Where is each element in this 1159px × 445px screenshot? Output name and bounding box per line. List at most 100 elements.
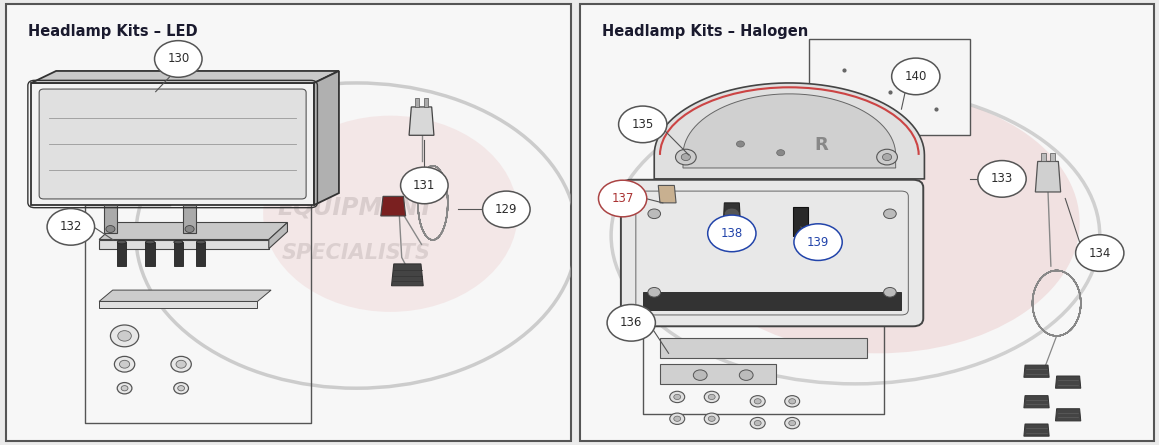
Text: SPECIALISTS: SPECIALISTS: [735, 243, 884, 263]
Polygon shape: [31, 83, 314, 205]
Polygon shape: [392, 264, 423, 286]
Circle shape: [170, 356, 191, 372]
Polygon shape: [174, 242, 183, 266]
Text: 131: 131: [413, 179, 436, 192]
Circle shape: [705, 413, 720, 425]
Circle shape: [785, 396, 800, 407]
Circle shape: [693, 370, 707, 380]
Circle shape: [176, 360, 187, 368]
Text: 138: 138: [721, 227, 743, 240]
Circle shape: [648, 287, 661, 297]
Circle shape: [482, 191, 530, 228]
Text: 129: 129: [495, 203, 518, 216]
FancyBboxPatch shape: [580, 4, 1154, 441]
Circle shape: [48, 209, 95, 245]
Text: Headlamp Kits – LED: Headlamp Kits – LED: [29, 24, 198, 39]
Polygon shape: [1023, 365, 1049, 377]
Circle shape: [105, 226, 115, 233]
Circle shape: [750, 396, 765, 407]
Circle shape: [681, 154, 691, 161]
Circle shape: [777, 150, 785, 156]
Polygon shape: [269, 222, 287, 249]
Circle shape: [1076, 235, 1124, 271]
Polygon shape: [659, 364, 775, 384]
Polygon shape: [424, 98, 429, 107]
Circle shape: [619, 106, 666, 143]
Circle shape: [794, 224, 843, 260]
Circle shape: [876, 149, 897, 165]
Circle shape: [789, 399, 795, 404]
Circle shape: [978, 161, 1026, 197]
Circle shape: [708, 416, 715, 421]
Polygon shape: [1023, 424, 1049, 436]
Text: EQUIPMENT: EQUIPMENT: [278, 195, 435, 219]
Polygon shape: [1041, 153, 1045, 162]
Circle shape: [708, 394, 715, 400]
Circle shape: [736, 141, 744, 147]
Circle shape: [117, 383, 132, 394]
Text: 130: 130: [167, 53, 189, 65]
Text: SPECIALISTS: SPECIALISTS: [282, 243, 431, 263]
Text: 136: 136: [620, 316, 642, 329]
Circle shape: [598, 180, 647, 217]
Polygon shape: [100, 301, 257, 307]
Ellipse shape: [263, 116, 518, 312]
Polygon shape: [415, 98, 420, 107]
Text: 134: 134: [1088, 247, 1111, 259]
Circle shape: [705, 391, 720, 403]
Circle shape: [755, 421, 761, 426]
Circle shape: [110, 325, 139, 347]
Polygon shape: [1023, 396, 1049, 408]
Polygon shape: [381, 196, 406, 216]
Polygon shape: [643, 292, 902, 310]
Polygon shape: [1056, 409, 1081, 421]
Circle shape: [673, 416, 680, 421]
Circle shape: [154, 40, 202, 77]
Circle shape: [122, 386, 127, 391]
Text: 133: 133: [991, 172, 1013, 186]
Text: R: R: [815, 136, 829, 154]
Circle shape: [174, 383, 189, 394]
FancyBboxPatch shape: [39, 89, 306, 199]
Circle shape: [118, 331, 131, 341]
Polygon shape: [683, 94, 896, 168]
Circle shape: [670, 391, 685, 403]
Circle shape: [607, 304, 655, 341]
Polygon shape: [103, 205, 117, 233]
Circle shape: [676, 149, 697, 165]
Text: 132: 132: [59, 220, 82, 233]
Polygon shape: [809, 39, 970, 135]
Circle shape: [648, 209, 661, 218]
Polygon shape: [314, 71, 338, 205]
Circle shape: [119, 360, 130, 368]
Polygon shape: [723, 203, 741, 225]
Circle shape: [883, 287, 896, 297]
Circle shape: [755, 399, 761, 404]
Circle shape: [883, 209, 896, 218]
Polygon shape: [409, 107, 433, 135]
Polygon shape: [183, 205, 196, 233]
Text: 139: 139: [807, 235, 829, 249]
Ellipse shape: [117, 240, 126, 244]
Text: 140: 140: [905, 70, 927, 83]
Text: Headlamp Kits – Halogen: Headlamp Kits – Halogen: [603, 24, 809, 39]
FancyBboxPatch shape: [621, 180, 924, 326]
Polygon shape: [794, 207, 808, 235]
Polygon shape: [1035, 162, 1060, 192]
Ellipse shape: [146, 240, 154, 244]
Circle shape: [185, 226, 195, 233]
Circle shape: [750, 417, 765, 429]
Circle shape: [670, 413, 685, 425]
Polygon shape: [100, 290, 271, 301]
Polygon shape: [117, 242, 126, 266]
FancyBboxPatch shape: [6, 4, 571, 441]
Polygon shape: [100, 239, 269, 249]
Circle shape: [882, 154, 891, 161]
Circle shape: [115, 356, 134, 372]
Circle shape: [739, 370, 753, 380]
Polygon shape: [1050, 153, 1055, 162]
Ellipse shape: [677, 92, 1080, 353]
Ellipse shape: [196, 240, 205, 244]
Polygon shape: [100, 222, 287, 239]
Text: 137: 137: [612, 192, 634, 205]
